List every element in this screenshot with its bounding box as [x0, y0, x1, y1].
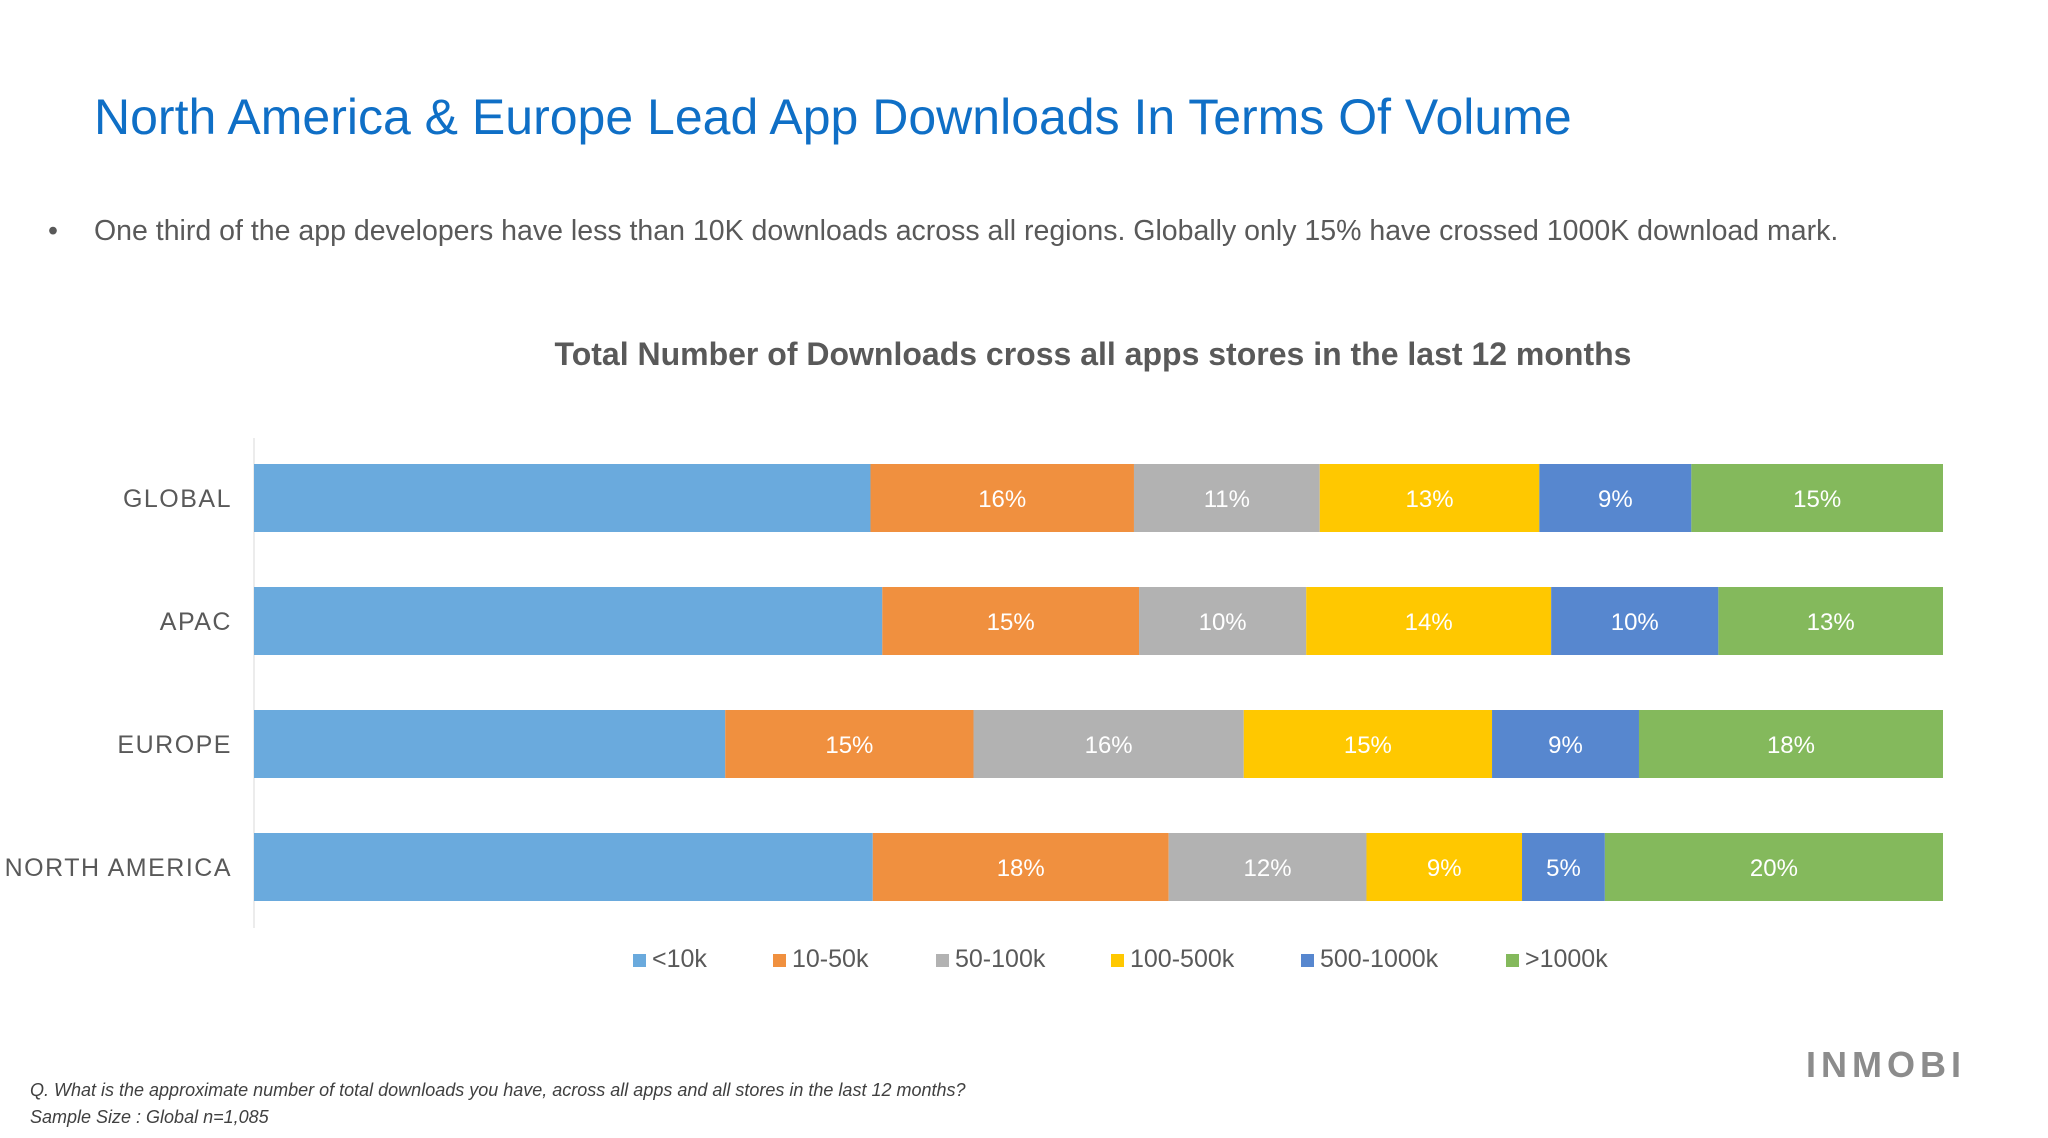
bar-segment	[254, 587, 883, 655]
bar-segment	[1551, 587, 1719, 655]
bar-segment	[882, 587, 1140, 655]
bar-segment	[254, 464, 871, 532]
data-label: 9%	[1548, 732, 1583, 759]
legend-swatch	[1506, 954, 1519, 967]
bar-segment	[1133, 464, 1320, 532]
legend-swatch	[633, 954, 646, 967]
data-label: 16%	[1085, 732, 1133, 759]
data-label: 10%	[1199, 609, 1247, 636]
bullet-marker: •	[48, 215, 58, 247]
bar-segment	[1168, 833, 1367, 901]
category-label: NORTH AMERICA	[5, 854, 232, 882]
data-label: 14%	[1405, 609, 1453, 636]
data-label: 15%	[987, 609, 1035, 636]
legend-swatch	[936, 954, 949, 967]
legend-swatch	[1111, 954, 1124, 967]
bar-segment	[1691, 464, 1943, 532]
bar-segment	[1366, 833, 1523, 901]
legend-label: 10-50k	[792, 945, 869, 973]
data-label: 20%	[1750, 855, 1798, 882]
data-label: 12%	[1244, 855, 1292, 882]
data-label: 5%	[1546, 855, 1581, 882]
slide-title: North America & Europe Lead App Download…	[94, 89, 1572, 145]
data-label: 15%	[1793, 486, 1841, 513]
inmobi-logo: INMOBI	[1806, 1044, 1966, 1085]
category-label: APAC	[160, 608, 232, 636]
bar-segment	[1718, 587, 1943, 655]
data-label: 13%	[1406, 486, 1454, 513]
legend-label: 500-1000k	[1320, 945, 1439, 973]
data-label: 10%	[1611, 609, 1659, 636]
bar-segment	[1492, 710, 1639, 778]
footnote-sample-size: Sample Size : Global n=1,085	[30, 1107, 269, 1127]
data-label: 11%	[1204, 486, 1250, 513]
bar-segment	[973, 710, 1244, 778]
footnote-question: Q. What is the approximate number of tot…	[30, 1080, 966, 1100]
bar-segment	[872, 833, 1169, 901]
bar-segment	[1604, 833, 1943, 901]
bar-segment	[254, 833, 873, 901]
bar-segment	[1522, 833, 1605, 901]
legend-swatch	[773, 954, 786, 967]
legend-label: 50-100k	[955, 945, 1046, 973]
bullet-text: One third of the app developers have les…	[94, 215, 1839, 247]
chart-title: Total Number of Downloads cross all apps…	[554, 336, 1632, 372]
data-label: 9%	[1598, 486, 1633, 513]
legend-swatch	[1301, 954, 1314, 967]
data-label: 13%	[1807, 609, 1855, 636]
bar-segment	[1319, 464, 1540, 532]
data-label: 15%	[825, 732, 873, 759]
data-label: 18%	[1767, 732, 1815, 759]
bar-segment	[1306, 587, 1552, 655]
bar-segment	[254, 710, 726, 778]
legend-label: >1000k	[1525, 945, 1608, 973]
data-label: 9%	[1427, 855, 1462, 882]
bar-segment	[1638, 710, 1943, 778]
legend-label: 100-500k	[1130, 945, 1235, 973]
legend-label: <10k	[652, 945, 707, 973]
stacked-bar-chart: GLOBAL 16% 11% 13% 9% 15% APAC 15% 10% 14% 10% 13% E…	[5, 438, 1943, 973]
data-label: 18%	[997, 855, 1045, 882]
data-label: 16%	[978, 486, 1026, 513]
bar-segment	[725, 710, 974, 778]
category-label: GLOBAL	[123, 485, 232, 513]
bar-segment	[1243, 710, 1493, 778]
data-label: 15%	[1344, 732, 1392, 759]
bar-segment	[1539, 464, 1692, 532]
bullet-point: • One third of the app developers have le…	[48, 215, 1838, 248]
category-label: EUROPE	[117, 731, 232, 759]
bar-segment	[1139, 587, 1307, 655]
bar-segment	[870, 464, 1134, 532]
